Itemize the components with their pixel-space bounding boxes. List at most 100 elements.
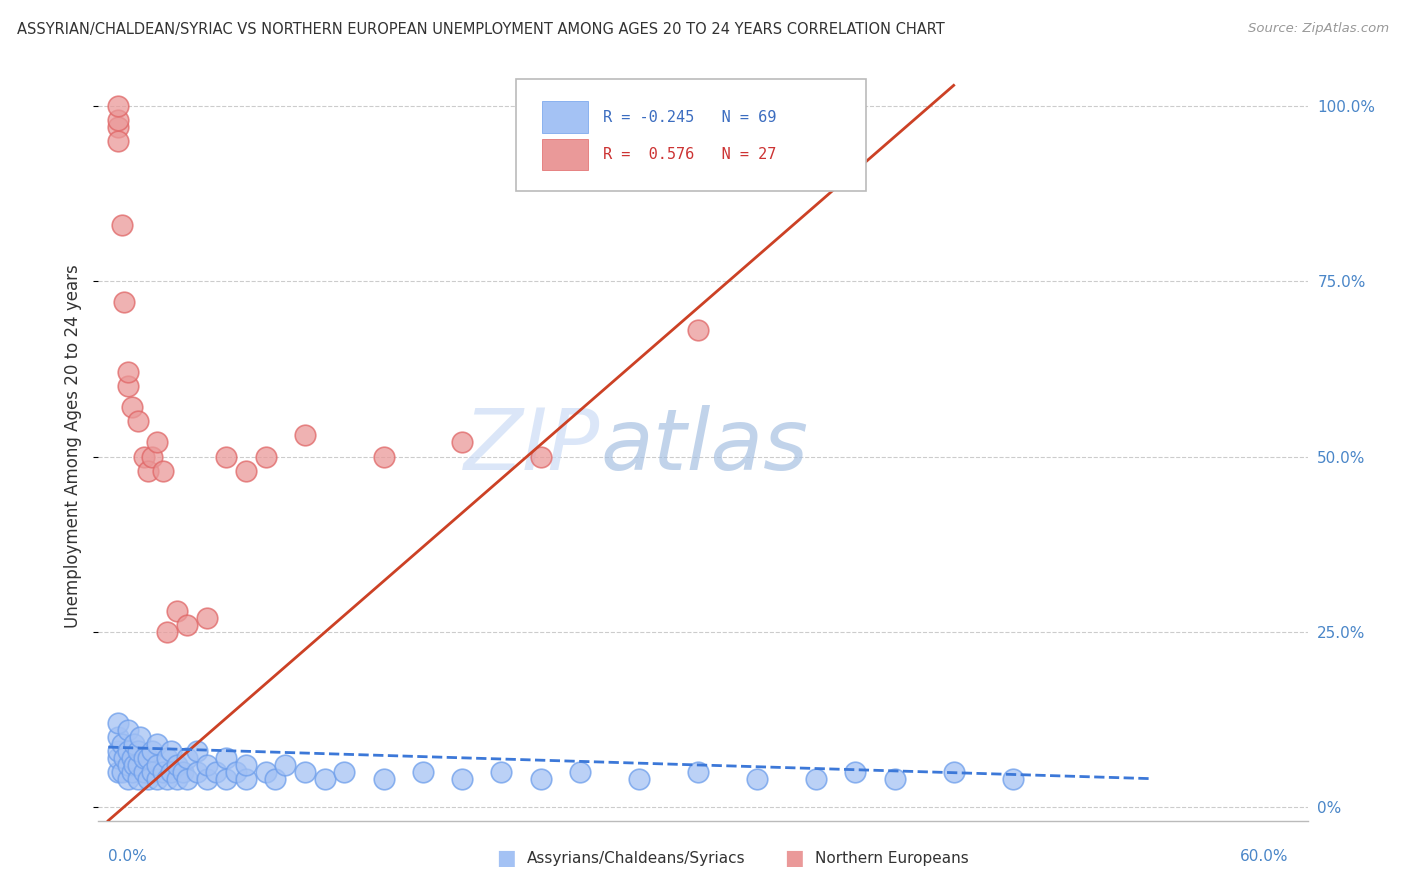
- Point: [107, 113, 129, 128]
- Point: [160, 743, 183, 757]
- Text: R = -0.245   N = 69: R = -0.245 N = 69: [603, 110, 776, 125]
- Text: ■: ■: [785, 848, 804, 868]
- Point: [128, 730, 150, 744]
- Point: [132, 750, 155, 764]
- Point: [195, 610, 218, 624]
- Bar: [543, 102, 588, 133]
- Point: [235, 772, 257, 786]
- Point: [294, 764, 316, 779]
- Point: [107, 743, 129, 757]
- Point: [530, 772, 553, 786]
- Point: [451, 772, 474, 786]
- Point: [628, 772, 651, 786]
- Point: [254, 450, 277, 464]
- Point: [117, 743, 139, 757]
- Point: [121, 750, 143, 764]
- Point: [569, 764, 592, 779]
- Point: [117, 366, 139, 380]
- Point: [883, 772, 905, 786]
- Text: ASSYRIAN/CHALDEAN/SYRIAC VS NORTHERN EUROPEAN UNEMPLOYMENT AMONG AGES 20 TO 24 Y: ASSYRIAN/CHALDEAN/SYRIAC VS NORTHERN EUR…: [17, 22, 945, 37]
- Text: Assyrians/Chaldeans/Syriacs: Assyrians/Chaldeans/Syriacs: [527, 851, 745, 865]
- Point: [166, 757, 188, 772]
- Point: [146, 772, 169, 786]
- Point: [195, 772, 218, 786]
- Point: [1001, 772, 1024, 786]
- Point: [451, 435, 474, 450]
- Point: [132, 764, 155, 779]
- Text: 60.0%: 60.0%: [1240, 848, 1288, 863]
- Point: [166, 603, 188, 617]
- Point: [127, 415, 149, 429]
- Point: [117, 772, 139, 786]
- Point: [166, 772, 188, 786]
- Point: [225, 764, 247, 779]
- Point: [107, 135, 129, 149]
- Point: [146, 435, 169, 450]
- Point: [152, 764, 174, 779]
- Point: [195, 757, 218, 772]
- Text: atlas: atlas: [600, 404, 808, 488]
- Point: [107, 730, 129, 744]
- Point: [152, 463, 174, 477]
- Point: [235, 757, 257, 772]
- Point: [156, 772, 179, 786]
- Point: [112, 750, 135, 764]
- Point: [127, 757, 149, 772]
- Point: [215, 772, 238, 786]
- Point: [117, 379, 139, 393]
- FancyBboxPatch shape: [516, 78, 866, 191]
- Point: [688, 323, 710, 337]
- Text: 0.0%: 0.0%: [108, 848, 148, 863]
- Text: R =  0.576   N = 27: R = 0.576 N = 27: [603, 147, 776, 162]
- Point: [156, 750, 179, 764]
- Bar: [543, 139, 588, 170]
- Point: [141, 450, 163, 464]
- Point: [294, 428, 316, 442]
- Point: [122, 757, 145, 772]
- Text: Northern Europeans: Northern Europeans: [815, 851, 969, 865]
- Point: [215, 450, 238, 464]
- Point: [264, 772, 287, 786]
- Point: [235, 463, 257, 477]
- Point: [314, 772, 336, 786]
- Point: [412, 764, 434, 779]
- Point: [107, 764, 129, 779]
- Point: [146, 757, 169, 772]
- Point: [186, 743, 208, 757]
- Point: [844, 764, 866, 779]
- Point: [141, 743, 163, 757]
- Point: [491, 764, 513, 779]
- Point: [942, 764, 965, 779]
- Point: [136, 750, 159, 764]
- Point: [107, 99, 129, 113]
- Point: [111, 219, 134, 233]
- Point: [215, 750, 238, 764]
- Point: [373, 772, 395, 786]
- Point: [172, 764, 194, 779]
- Point: [107, 120, 129, 135]
- Point: [111, 764, 134, 779]
- Point: [112, 295, 135, 310]
- Point: [530, 450, 553, 464]
- Point: [274, 757, 297, 772]
- Point: [107, 715, 129, 730]
- Point: [333, 764, 356, 779]
- Point: [146, 737, 169, 751]
- Point: [121, 764, 143, 779]
- Point: [745, 772, 768, 786]
- Point: [141, 764, 163, 779]
- Y-axis label: Unemployment Among Ages 20 to 24 years: Unemployment Among Ages 20 to 24 years: [65, 264, 83, 628]
- Point: [136, 463, 159, 477]
- Point: [117, 723, 139, 737]
- Point: [111, 737, 134, 751]
- Text: ZIP: ZIP: [464, 404, 600, 488]
- Point: [132, 450, 155, 464]
- Point: [127, 772, 149, 786]
- Text: ■: ■: [496, 848, 516, 868]
- Point: [176, 750, 198, 764]
- Point: [688, 764, 710, 779]
- Point: [160, 764, 183, 779]
- Point: [136, 772, 159, 786]
- Point: [122, 737, 145, 751]
- Point: [121, 401, 143, 415]
